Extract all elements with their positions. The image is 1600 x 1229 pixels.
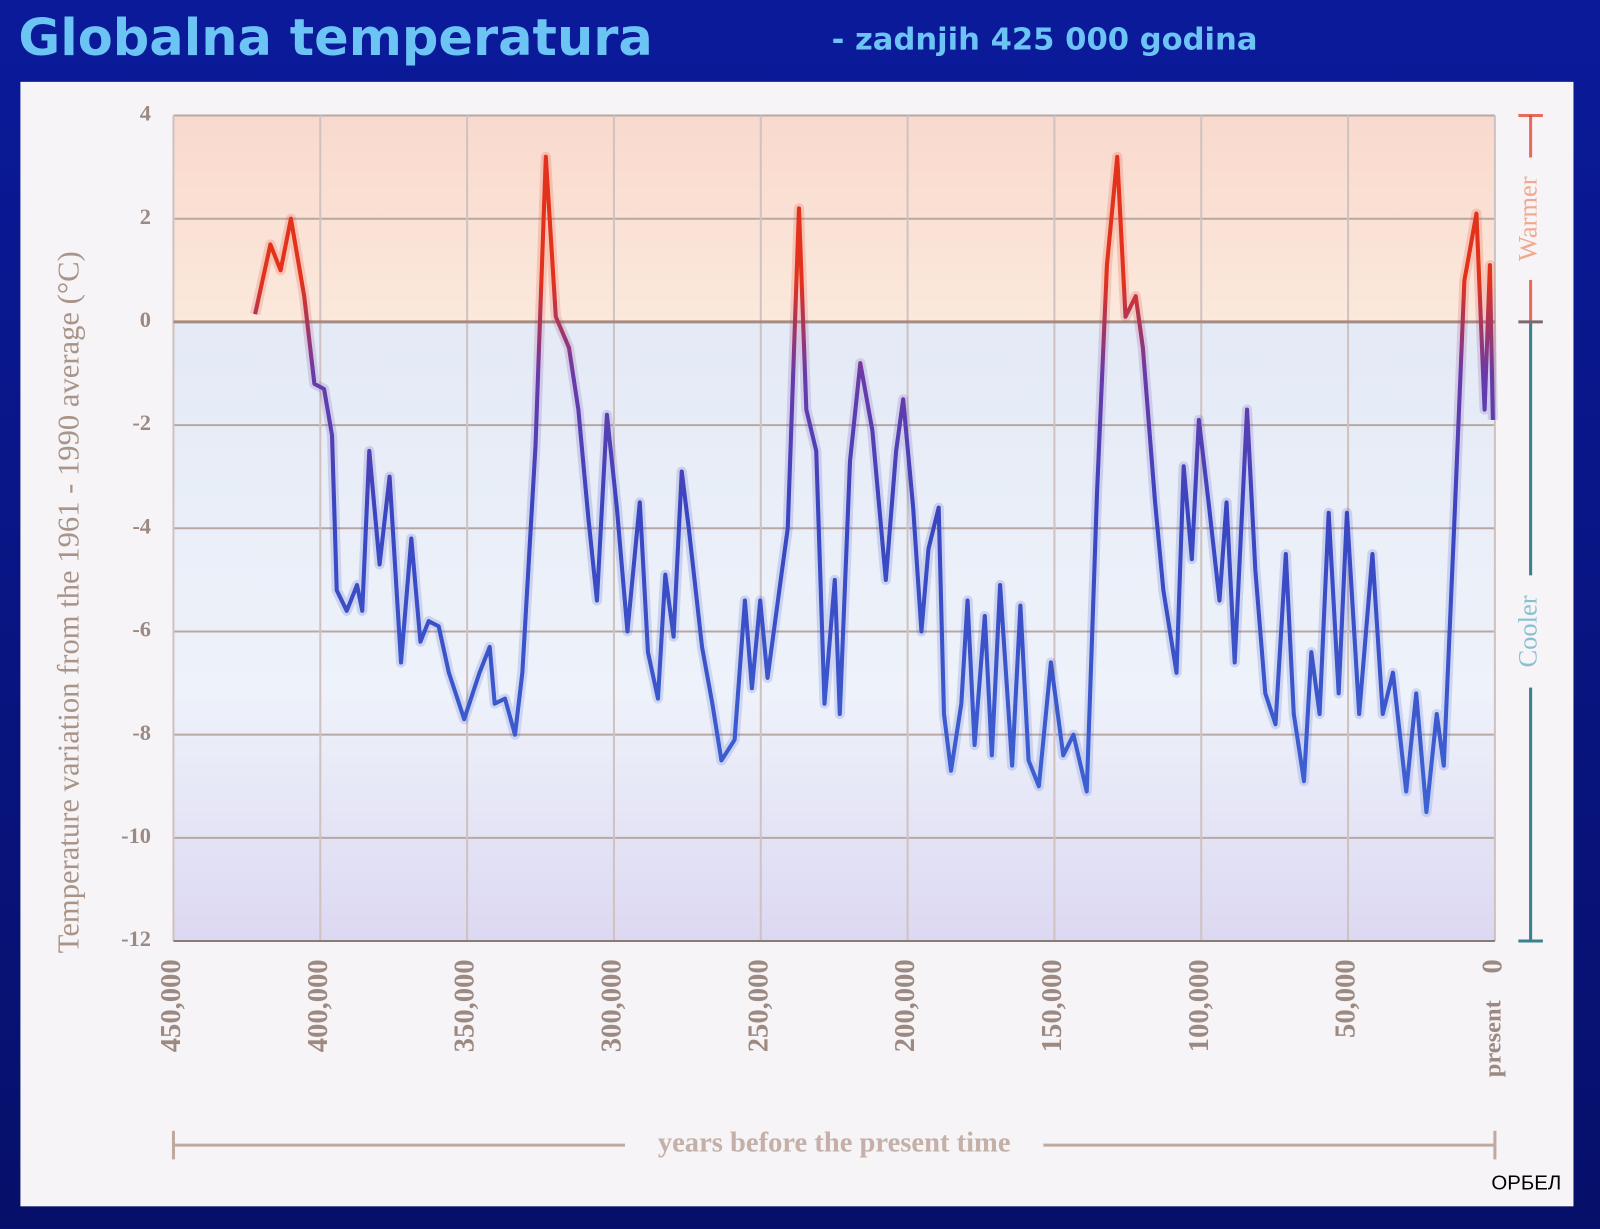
cool-label-bg (1514, 575, 1547, 688)
x-tick-label: 0 (1477, 959, 1508, 973)
subtitle: - zadnjih 425 000 godina (832, 23, 1258, 58)
y-tick-label: -12 (121, 926, 151, 951)
x-tick-label: 400,000 (303, 959, 334, 1052)
y-tick-label: 0 (140, 307, 151, 332)
warm-label-bg (1514, 157, 1547, 280)
x-tick-label: 150,000 (1037, 959, 1068, 1052)
x-tick-label: 200,000 (890, 959, 921, 1052)
x-tick-label: 300,000 (597, 959, 628, 1052)
y-tick-label: 4 (140, 101, 151, 126)
y-tick-label: -10 (121, 823, 151, 848)
present-label: present (1480, 999, 1507, 1077)
warmer-label: Warmer (1513, 176, 1543, 261)
x-tick-label: 250,000 (743, 959, 774, 1052)
y-tick-label: -2 (132, 410, 151, 435)
y-tick-label: 2 (140, 204, 151, 229)
y-axis-label: Temperature variation from the 1961 - 19… (51, 251, 85, 953)
x-tick-label: 450,000 (156, 959, 187, 1052)
cooler-label: Cooler (1513, 595, 1543, 667)
watermark: ОРБЕЛ (1491, 1172, 1561, 1194)
y-tick-label: -4 (132, 513, 151, 538)
x-tick-label: 350,000 (450, 959, 481, 1052)
x-axis-label: years before the present time (658, 1128, 1011, 1159)
x-label-bg (625, 1126, 1044, 1164)
temperature-line (253, 154, 1495, 815)
page-title: Globalna temperatura (18, 9, 652, 68)
x-tick-label: 50,000 (1331, 959, 1362, 1038)
y-tick-label: -6 (132, 617, 151, 642)
x-tick-label: 100,000 (1184, 959, 1215, 1052)
y-tick-label: -8 (132, 720, 151, 745)
